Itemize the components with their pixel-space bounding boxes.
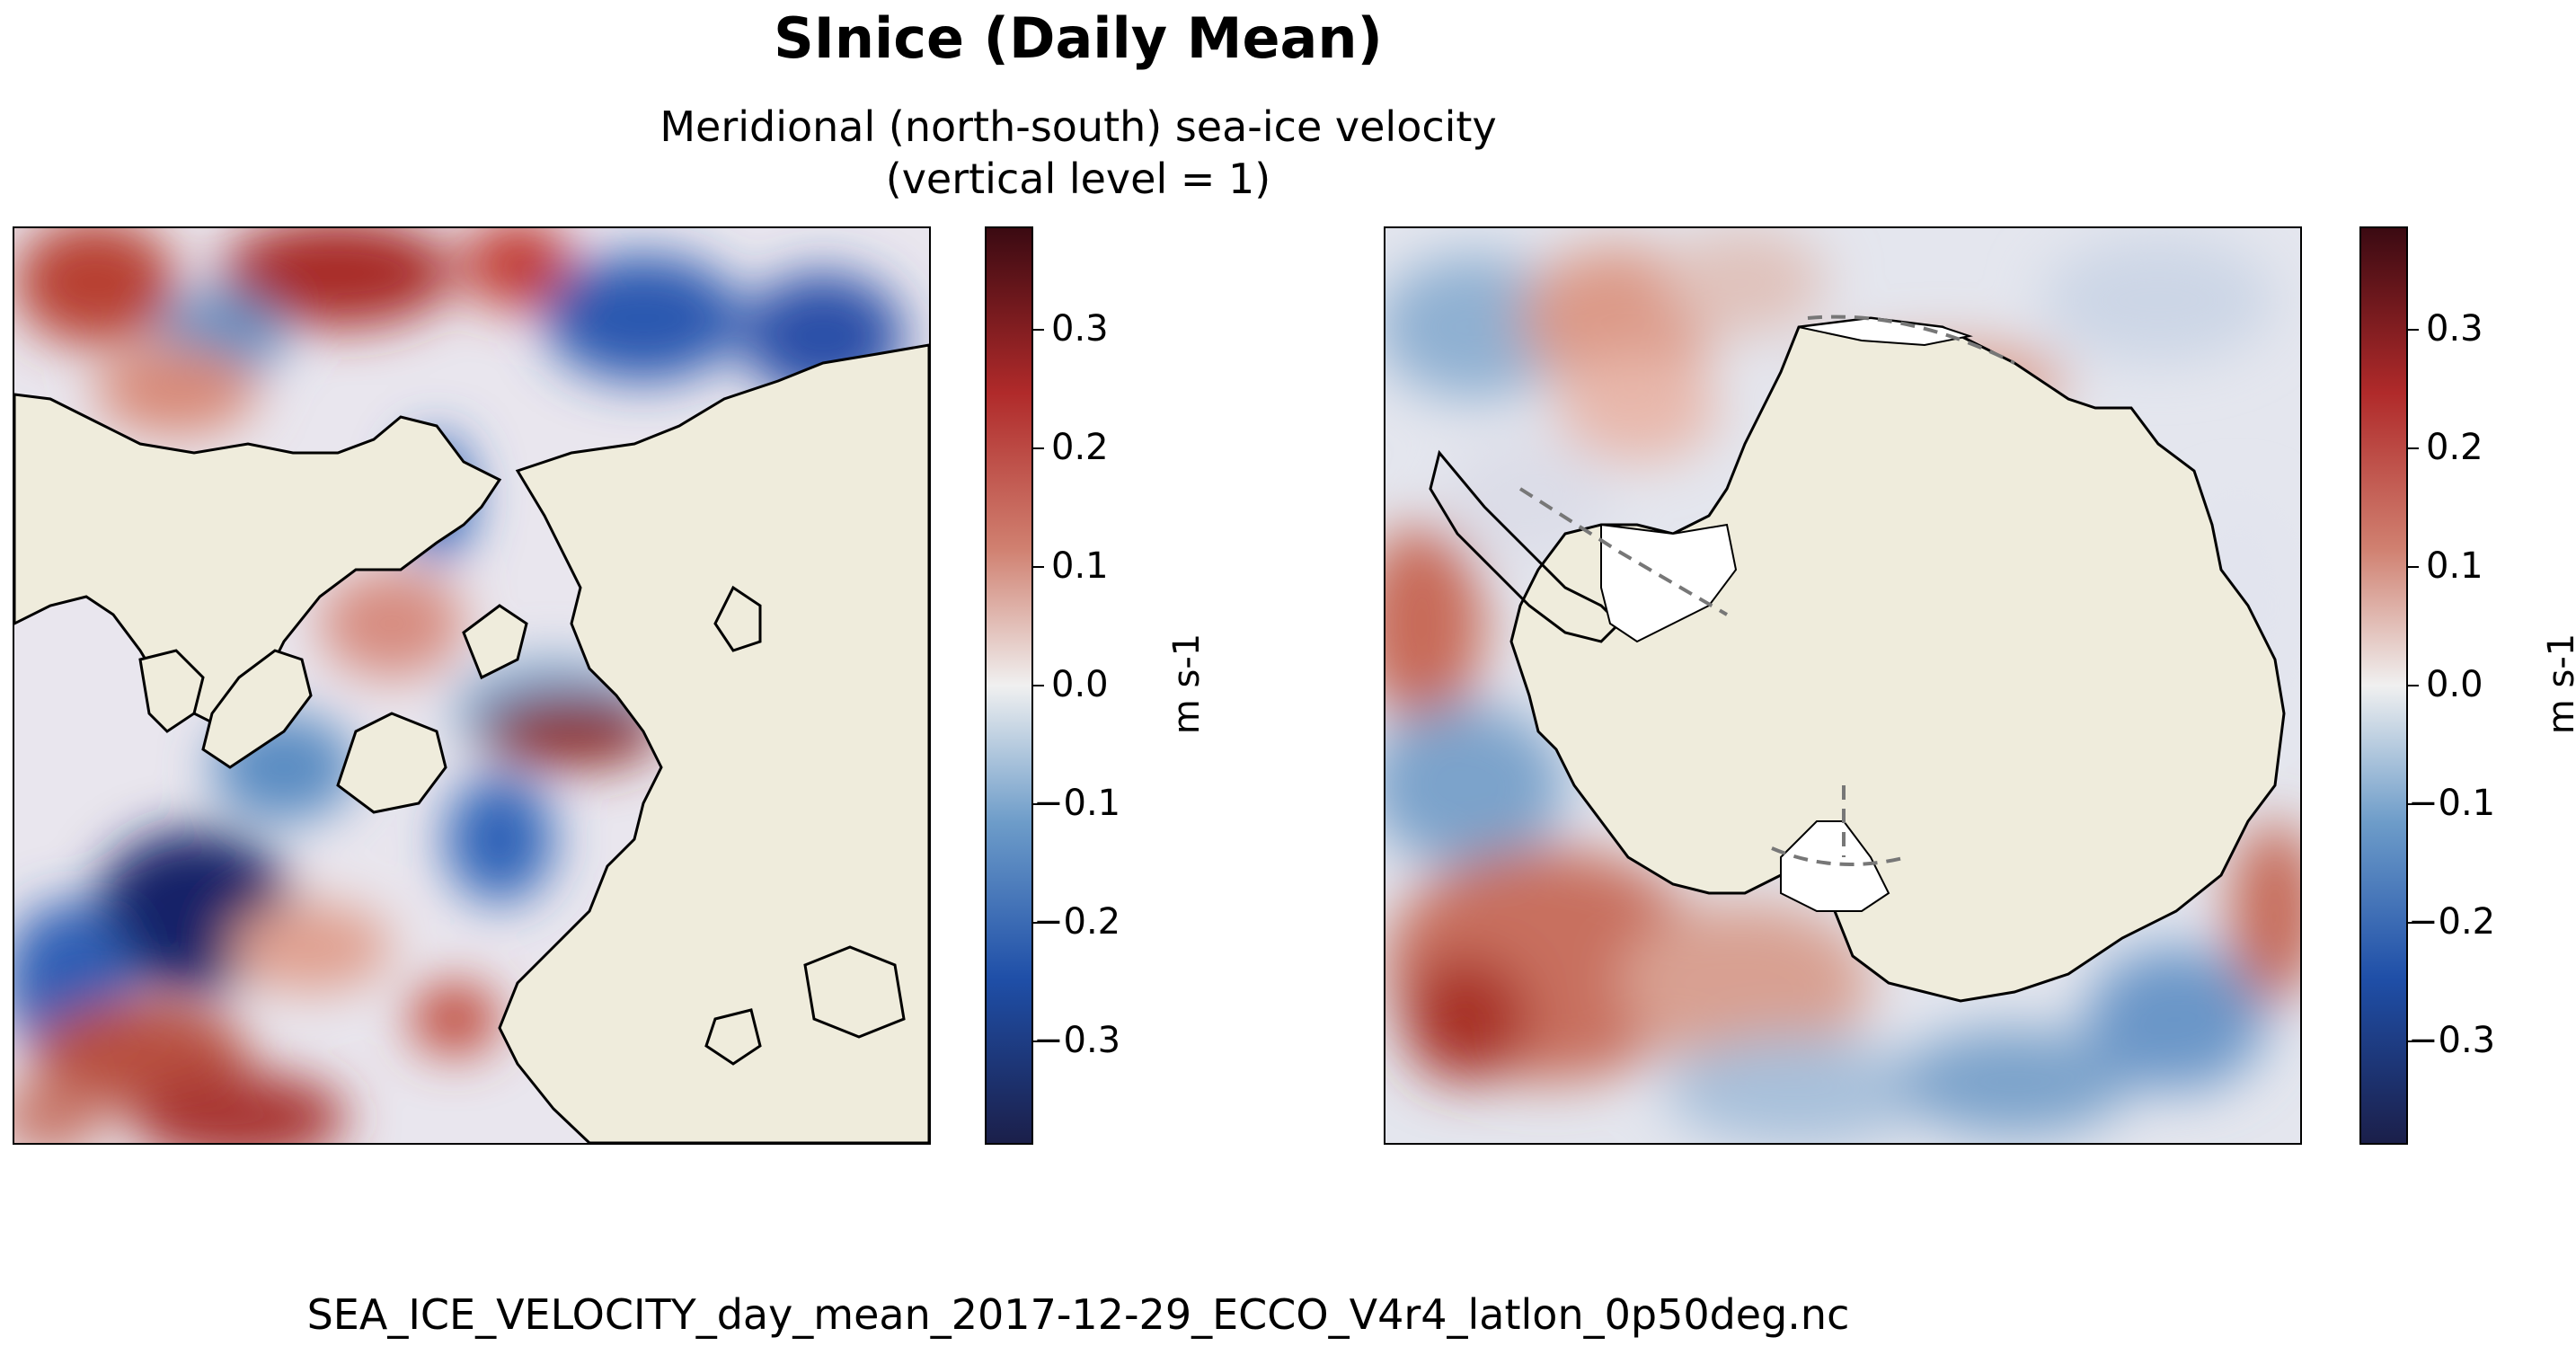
colorbar-tick: 0.3 [1051,308,1109,350]
colorbar-tick: −0.3 [1033,1020,1121,1061]
colorbar-tick: −0.3 [2408,1020,2496,1061]
dashed-grounding-lines [1518,314,2015,866]
antarctic-map [1385,228,2300,1143]
colorbar-label: m s-1 [2541,633,2576,734]
tick-mark [2408,566,2419,568]
tick-mark [2408,329,2419,331]
antarctic-map-panel [1384,226,2302,1145]
colorbar-tick: −0.1 [1033,783,1121,824]
source-filename: SEA_ICE_VELOCITY_day_mean_2017-12-29_ECC… [306,1290,1850,1339]
tick-mark [2408,685,2419,686]
tick-mark [1033,566,1044,568]
colorbar-tick: 0.0 [2426,664,2483,705]
tick-mark [2408,803,2419,805]
antarctic-velocity-field [1385,228,2300,1143]
tick-mark [1033,685,1044,686]
arctic-map-panel [13,226,931,1145]
tick-mark [2408,447,2419,449]
figure-title: SInice (Daily Mean) [774,5,1383,71]
colorbar-tick: −0.1 [2408,783,2496,824]
colorbar-tick: −0.2 [1033,901,1121,943]
colorbar-tick: 0.3 [2426,308,2483,350]
colorbar-tick: 0.0 [1051,664,1109,705]
colorbar-tick: 0.1 [2426,545,2483,587]
tick-mark [1033,447,1044,449]
tick-mark [1033,1040,1044,1042]
subtitle-line-1: Meridional (north-south) sea-ice velocit… [659,102,1497,151]
arctic-map [14,228,929,1143]
antarctic-colorbar [2359,226,2408,1145]
colorbar-tick: 0.1 [1051,545,1109,587]
arctic-colorbar [985,226,1033,1145]
colorbar-label: m s-1 [1166,633,1208,735]
tick-mark [1033,329,1044,331]
colorbar-tick: 0.2 [1051,427,1109,468]
arctic-land [14,343,929,1143]
subtitle-line-2: (vertical level = 1) [885,155,1271,203]
tick-mark [1033,922,1044,924]
arctic-velocity-field [14,228,904,1143]
tick-mark [2408,1040,2419,1042]
colorbar-tick: 0.2 [2426,427,2483,468]
colorbar-tick: −0.2 [2408,901,2496,943]
tick-mark [1033,803,1044,805]
ice-shelves [1600,316,1973,912]
figure-subtitle: Meridional (north-south) sea-ice velocit… [0,101,2156,205]
tick-mark [2408,922,2419,924]
